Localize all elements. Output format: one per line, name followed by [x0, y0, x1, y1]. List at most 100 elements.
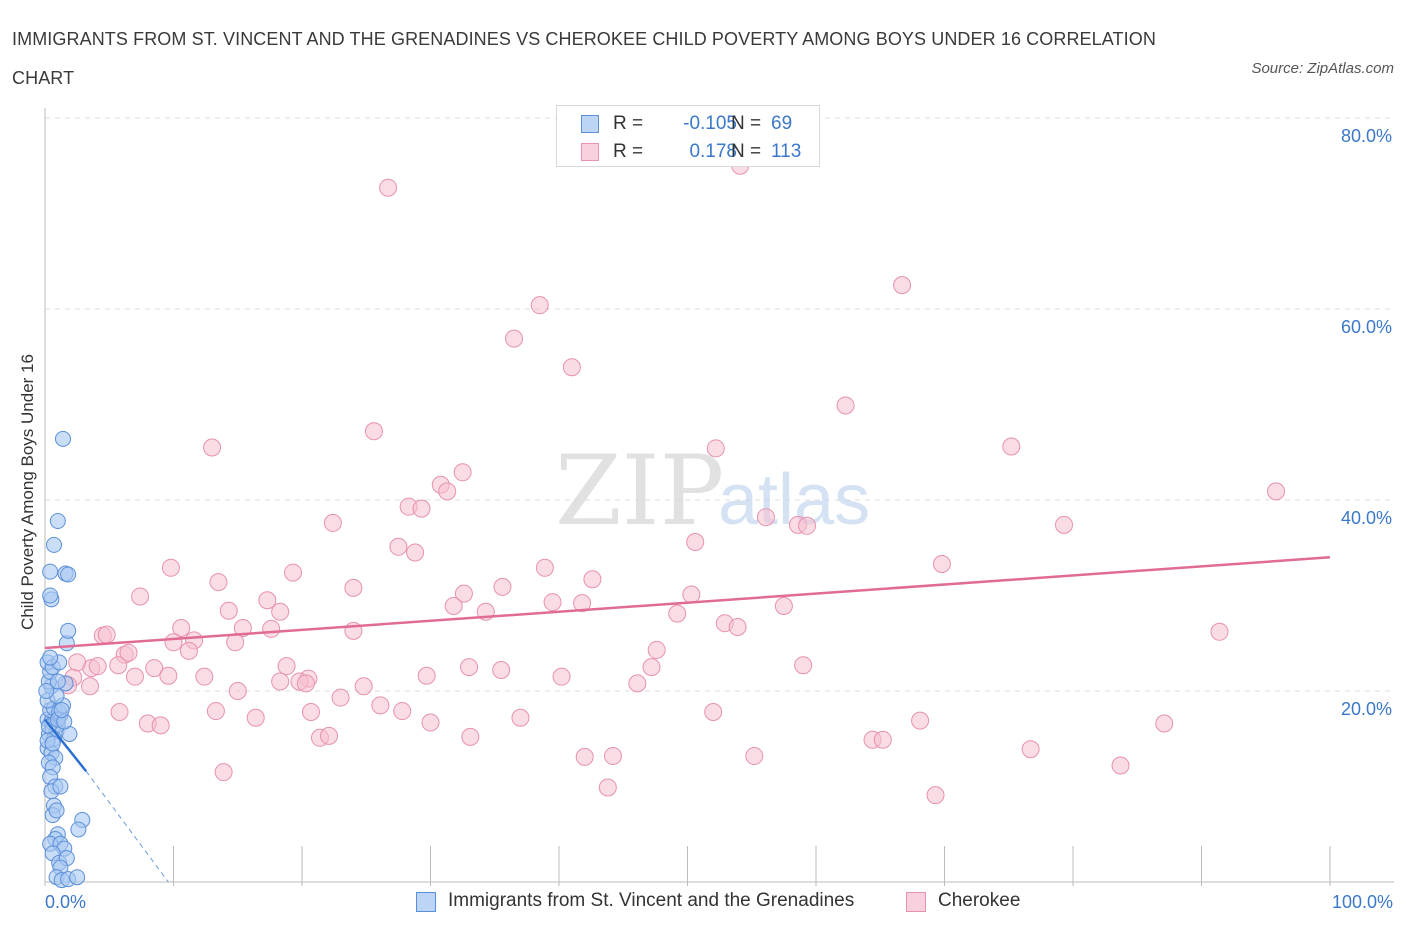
immigrant-point — [52, 778, 69, 795]
cherokee-point — [493, 577, 512, 596]
legend-n-value: 113 — [771, 141, 802, 162]
cherokee-point — [745, 746, 764, 765]
correlation-legend: R = -0.105 N = 69 R = 0.178 N = 113 — [556, 105, 820, 167]
immigrant-point — [54, 430, 71, 447]
cherokee-point — [794, 656, 813, 675]
cherokee-trend-line — [44, 556, 1331, 650]
cherokee-point — [271, 602, 290, 621]
cherokee-point — [421, 713, 440, 732]
immigrant-point — [69, 869, 86, 886]
grid-lines — [45, 117, 1394, 692]
cherokee-point — [686, 533, 705, 552]
cherokee-point — [511, 708, 530, 727]
x-tick-label: 100.0% — [1332, 892, 1393, 912]
immigrant-point — [70, 821, 87, 838]
cherokee-point — [530, 296, 549, 315]
cherokee-point — [68, 653, 87, 672]
cherokee-point — [331, 688, 350, 707]
immigrant-point — [60, 566, 77, 583]
cherokee-point — [1155, 714, 1174, 733]
immigrant-trend-line — [44, 718, 88, 772]
cherokee-point — [575, 747, 594, 766]
cherokee-point — [454, 584, 473, 603]
cherokee-point — [706, 439, 725, 458]
cherokee-point — [371, 696, 390, 715]
immigrant-point — [42, 649, 59, 666]
legend-r-value: 0.178 — [689, 141, 737, 162]
legend-swatch-pink — [581, 143, 599, 161]
y-axis-label: Child Poverty Among Boys Under 16 — [18, 354, 37, 630]
cherokee-point — [774, 597, 793, 616]
immigrant-point — [44, 735, 61, 752]
immigrant-point — [53, 702, 70, 719]
cherokee-point — [393, 702, 412, 721]
cherokee-point — [893, 276, 912, 295]
cherokee-point — [246, 708, 265, 727]
cherokee-point — [214, 763, 233, 782]
immigrant-point — [48, 802, 65, 819]
cherokee-point — [364, 422, 383, 441]
cherokee-point — [159, 666, 178, 685]
cherokee-point — [131, 587, 150, 606]
y-tick-label: 60.0% — [1341, 317, 1392, 337]
cherokee-point — [926, 786, 945, 805]
cherokee-point — [379, 178, 398, 197]
cherokee-point — [389, 537, 408, 556]
cherokee-point — [226, 633, 245, 652]
cherokee-point — [277, 657, 296, 676]
cherokee-point — [603, 746, 622, 765]
immigrant-point — [38, 683, 55, 699]
cherokee-point — [444, 597, 463, 616]
cherokee-point — [258, 591, 277, 610]
immigrant-point — [45, 536, 62, 553]
cherokee-point — [704, 703, 723, 722]
x-tick-labels: 0.0% 100.0% — [45, 892, 1393, 912]
cherokee-point — [344, 578, 363, 597]
cherokee-point — [873, 730, 892, 749]
immigrant-point — [42, 563, 59, 580]
x-tick-label: 0.0% — [45, 892, 86, 912]
cherokee-point — [206, 702, 225, 721]
legend-swatch-blue — [581, 115, 599, 133]
cherokee-point — [1210, 622, 1229, 641]
legend-r-value: -0.105 — [683, 113, 737, 134]
cherokee-point — [172, 618, 191, 637]
cherokee-point — [535, 558, 554, 577]
immigrant-point — [60, 622, 77, 639]
watermark-zip: ZIP — [555, 435, 724, 547]
y-tick-label: 80.0% — [1341, 126, 1392, 146]
cherokee-point — [756, 508, 775, 527]
cherokee-point — [262, 619, 281, 638]
cherokee-point — [492, 660, 511, 679]
legend-n-label: N = — [731, 141, 762, 162]
y-tick-labels: 20.0% 40.0% 60.0% 80.0% — [1341, 126, 1392, 719]
cherokee-point — [798, 516, 817, 535]
cherokee-point — [125, 667, 144, 686]
cherokee-point — [573, 594, 592, 613]
immigrant-point — [49, 513, 66, 530]
legend-r-label: R = — [613, 113, 644, 134]
cherokee-point — [301, 703, 320, 722]
cherokee-point — [728, 618, 747, 637]
cherokee-point — [453, 463, 472, 482]
cherokee-point — [460, 658, 479, 677]
cherokee-points — [59, 156, 1286, 805]
cherokee-point — [543, 593, 562, 612]
cherokee-point — [271, 672, 290, 691]
cherokee-point — [233, 618, 252, 637]
cherokee-point — [647, 640, 666, 659]
cherokee-point — [598, 778, 617, 797]
immigrant-point — [49, 673, 66, 690]
y-tick-label: 20.0% — [1341, 699, 1392, 719]
cherokee-point — [1111, 756, 1130, 775]
cherokee-point — [228, 682, 247, 700]
cherokee-point — [179, 641, 198, 660]
cherokee-point — [203, 438, 222, 457]
cherokee-point — [932, 554, 951, 573]
bottom-legend-swatch-blue — [416, 892, 436, 912]
cherokee-point — [354, 677, 373, 696]
y-tick-label: 40.0% — [1341, 508, 1392, 528]
cherokee-point — [1055, 515, 1074, 534]
cherokee-point — [80, 677, 99, 696]
